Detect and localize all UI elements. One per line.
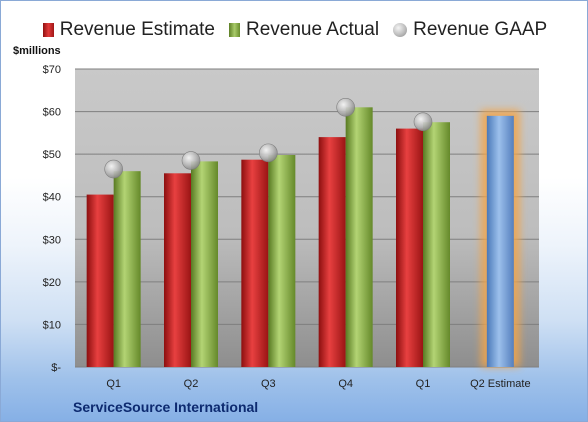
legend-swatch-estimate <box>42 23 54 37</box>
marker-revenue-gaap <box>104 159 123 179</box>
legend-label-estimate: Revenue Estimate <box>59 19 215 40</box>
legend-marker-gaap <box>393 23 408 37</box>
x-tick-label: Q4 <box>338 378 353 390</box>
bar-revenue-estimate <box>86 194 114 367</box>
bar-revenue-estimate <box>396 128 423 367</box>
bar-revenue-actual <box>113 171 141 367</box>
y-tick-label: $10 <box>43 319 61 331</box>
legend-item-revenue-gaap: Revenue GAAP <box>393 19 547 41</box>
y-axis-unit-label: $millions <box>13 45 61 57</box>
marker-revenue-gaap <box>413 112 433 132</box>
legend-swatch-actual <box>229 23 240 37</box>
legend-item-revenue-estimate: Revenue Estimate <box>42 19 215 41</box>
x-tick-label: Q3 <box>261 378 276 390</box>
y-tick-label: $60 <box>43 107 61 119</box>
y-tick-label: $40 <box>43 192 61 204</box>
x-tick-label: Q1 <box>416 378 431 390</box>
x-tick-label: Q2 Estimate <box>470 378 531 390</box>
legend-item-revenue-actual: Revenue Actual <box>229 19 379 41</box>
marker-revenue-gaap <box>181 151 201 170</box>
bar-revenue-actual <box>268 154 296 367</box>
marker-revenue-gaap <box>259 143 278 163</box>
chart-legend: Revenue Estimate Revenue Actual Revenue … <box>1 15 587 45</box>
legend-label-actual: Revenue Actual <box>246 19 380 40</box>
bar-revenue-estimate <box>164 173 191 367</box>
bar-revenue-estimate <box>318 137 346 367</box>
bar-revenue-estimate <box>241 159 269 367</box>
marker-revenue-gaap <box>336 98 355 117</box>
y-tick-label: $- <box>51 362 61 374</box>
plot-area <box>75 69 539 367</box>
bar-revenue-actual <box>345 107 373 368</box>
x-tick-label: Q1 <box>106 378 121 390</box>
y-tick-label: $30 <box>43 234 61 246</box>
y-tick-label: $50 <box>43 149 61 161</box>
legend-label-gaap: Revenue GAAP <box>413 19 548 40</box>
bar-q2-estimate <box>486 115 514 367</box>
y-tick-label: $20 <box>43 277 61 289</box>
bar-revenue-actual <box>191 161 218 367</box>
x-tick-label: Q2 <box>184 378 199 390</box>
y-tick-label: $70 <box>43 64 61 76</box>
company-name: ServiceSource International <box>73 399 259 415</box>
bar-revenue-actual <box>423 122 450 367</box>
